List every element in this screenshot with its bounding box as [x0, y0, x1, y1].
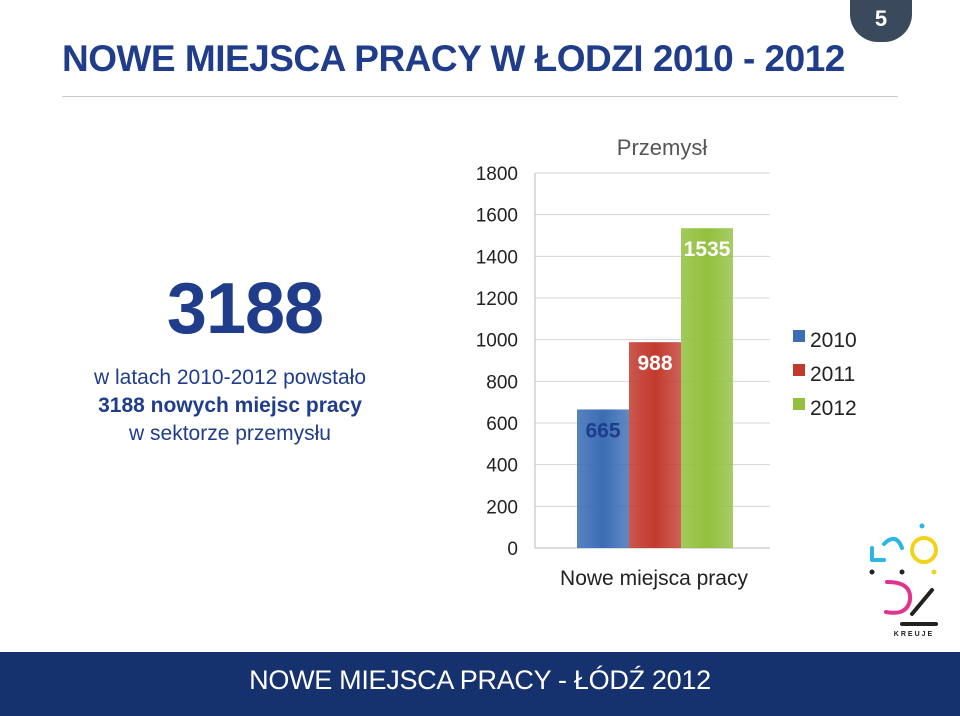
data-label-2010: 665	[585, 419, 620, 442]
description-line-3: w sektorze przemysłu	[129, 422, 331, 445]
legend-label-2010: 2010	[810, 329, 857, 352]
y-tick-label: 800	[486, 372, 518, 393]
footer-bar	[0, 652, 960, 716]
legend-swatch-2010	[793, 330, 805, 342]
page-number-badge: 5	[850, 0, 912, 42]
bar-2011	[629, 342, 681, 548]
y-tick-label: 1600	[476, 206, 518, 227]
legend-swatch-2011	[793, 364, 805, 376]
y-tick-label: 1200	[476, 289, 518, 310]
y-tick-label: 1000	[476, 331, 518, 352]
description-line-1: w latach 2010-2012 powstało	[93, 366, 366, 389]
headline-number: 3188	[166, 269, 324, 349]
data-label-2012: 1535	[684, 238, 731, 261]
footer-text: NOWE MIEJSCA PRACY - ŁÓDŹ 2012	[249, 665, 711, 695]
slide-title: NOWE MIEJSCA PRACY W ŁODZI 2010 - 2012	[62, 38, 845, 79]
bar-chart: 0 200 400 600 800 1000 1200 1400 1600 1800 665 988 1…	[476, 135, 857, 590]
kreuje-logo: KREUJE	[869, 523, 938, 638]
legend-swatch-2012	[793, 398, 805, 410]
bar-2010	[577, 409, 629, 548]
y-tick-label: 200	[486, 497, 518, 518]
description-line-2: 3188 nowych miejsc pracy	[98, 394, 362, 417]
y-tick-label: 1800	[476, 164, 518, 185]
x-category-label: Nowe miejsca pracy	[560, 567, 748, 590]
legend-label-2012: 2012	[810, 397, 857, 420]
y-tick-label: 1400	[476, 247, 518, 268]
y-tick-label: 400	[486, 456, 518, 477]
y-tick-label: 600	[486, 414, 518, 435]
logo-text: KREUJE	[894, 631, 934, 638]
y-tick-label: 0	[507, 539, 518, 560]
chart-title: Przemysł	[617, 135, 708, 160]
title-divider	[62, 96, 898, 97]
legend-label-2011: 2011	[810, 363, 855, 386]
bar-2012	[681, 228, 733, 548]
data-label-2011: 988	[637, 352, 672, 375]
